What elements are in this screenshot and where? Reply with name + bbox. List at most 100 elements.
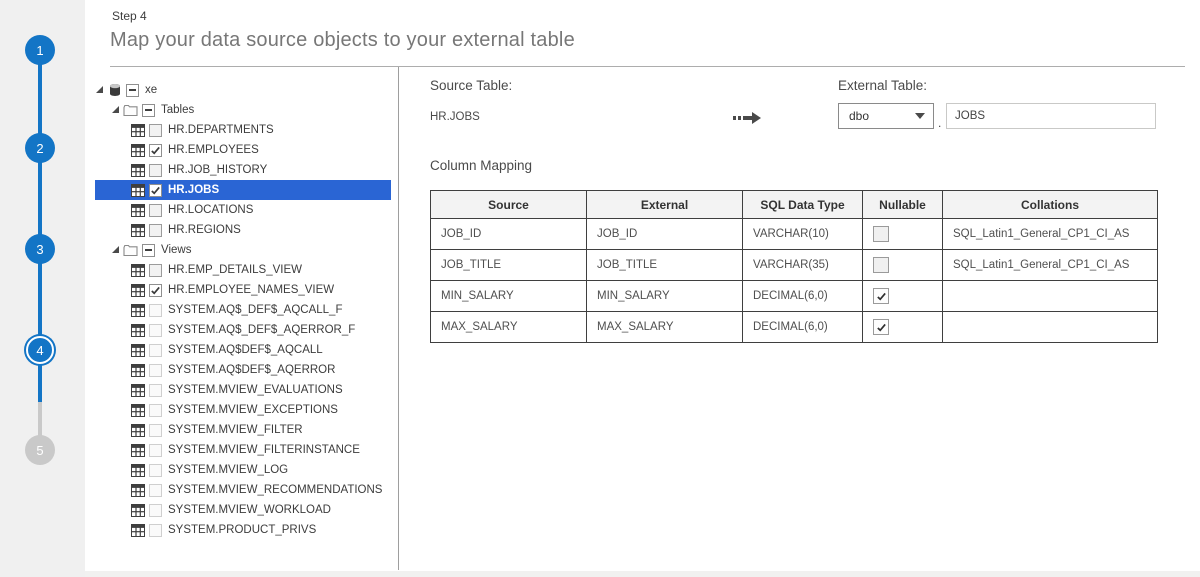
schema-name-separator: . <box>938 116 942 130</box>
source-object-tree: xe Tables HR.DEPARTMENTS HR.EMPLOYEES HR… <box>85 80 398 540</box>
node-icon <box>130 223 145 237</box>
nullable-checkbox[interactable] <box>873 288 889 304</box>
node-icon <box>123 243 138 257</box>
table-icon <box>130 463 145 477</box>
tree-item-label: SYSTEM.MVIEW_EXCEPTIONS <box>168 404 338 416</box>
checkmark-icon <box>151 186 160 195</box>
column-mapping-table: Source External SQL Data Type Nullable C… <box>430 190 1158 343</box>
nullable-checkbox[interactable] <box>873 226 889 242</box>
tree-item-label: HR.JOBS <box>168 184 220 196</box>
cell-nullable <box>862 218 943 250</box>
tree-checkbox[interactable] <box>126 83 139 97</box>
tree-item-hr-job-history[interactable]: HR.JOB_HISTORY <box>95 160 391 180</box>
expand-arrow-icon[interactable] <box>111 246 119 254</box>
node-icon <box>123 103 138 117</box>
stepper-rail: 1 2 3 4 5 <box>0 0 85 577</box>
checkmark-icon <box>151 286 160 295</box>
tree-item-system-aq-def-aqerror[interactable]: SYSTEM.AQ$DEF$_AQERROR <box>95 360 391 380</box>
nullable-checkbox[interactable] <box>873 257 889 273</box>
tree-item-hr-employees[interactable]: HR.EMPLOYEES <box>95 140 391 160</box>
tree-item-hr-locations[interactable]: HR.LOCATIONS <box>95 200 391 220</box>
tree-item-system-mview-exceptions[interactable]: SYSTEM.MVIEW_EXCEPTIONS <box>95 400 391 420</box>
tree-item-system-aq-def-aqcall[interactable]: SYSTEM.AQ$DEF$_AQCALL <box>95 340 391 360</box>
tree-checkbox[interactable] <box>142 243 155 257</box>
tree-item-system-aq-def-aqerror-f[interactable]: SYSTEM.AQ$_DEF$_AQERROR_F <box>95 320 391 340</box>
tree-item-tables[interactable]: Tables <box>95 100 391 120</box>
tree-item-hr-employee-names-view[interactable]: HR.EMPLOYEE_NAMES_VIEW <box>95 280 391 300</box>
tree-item-label: SYSTEM.MVIEW_RECOMMENDATIONS <box>168 484 383 496</box>
step-1-indicator: 1 <box>25 35 55 65</box>
tree-checkbox[interactable] <box>149 143 162 157</box>
tree-checkbox[interactable] <box>142 103 155 117</box>
tree-item-label: SYSTEM.PRODUCT_PRIVS <box>168 524 317 536</box>
tree-checkbox[interactable] <box>149 423 162 437</box>
tree-item-system-mview-log[interactable]: SYSTEM.MVIEW_LOG <box>95 460 391 480</box>
tree-item-system-mview-recommendations[interactable]: SYSTEM.MVIEW_RECOMMENDATIONS <box>95 480 391 500</box>
cell-source: MIN_SALARY <box>430 280 587 312</box>
tree-checkbox[interactable] <box>149 483 162 497</box>
node-icon <box>130 483 145 497</box>
column-mapping-header-row: Source External SQL Data Type Nullable C… <box>430 190 1158 219</box>
tree-checkbox[interactable] <box>149 323 162 337</box>
tree-checkbox[interactable] <box>149 303 162 317</box>
tree-item-hr-departments[interactable]: HR.DEPARTMENTS <box>95 120 391 140</box>
node-icon <box>130 183 145 197</box>
node-icon <box>130 423 145 437</box>
tree-checkbox[interactable] <box>149 363 162 377</box>
bottom-strip <box>85 571 1200 577</box>
node-icon <box>130 323 145 337</box>
tree-checkbox[interactable] <box>149 283 162 297</box>
tree-item-hr-emp-details-view[interactable]: HR.EMP_DETAILS_VIEW <box>95 260 391 280</box>
tree-item-system-mview-filterinstance[interactable]: SYSTEM.MVIEW_FILTERINSTANCE <box>95 440 391 460</box>
node-icon <box>130 463 145 477</box>
tree-item-system-product-privs[interactable]: SYSTEM.PRODUCT_PRIVS <box>95 520 391 540</box>
tree-checkbox[interactable] <box>149 223 162 237</box>
expand-arrow-icon[interactable] <box>111 106 119 114</box>
node-icon <box>130 343 145 357</box>
tree-item-label: xe <box>145 84 158 96</box>
tree-checkbox[interactable] <box>149 343 162 357</box>
tree-item-label: SYSTEM.AQ$DEF$_AQERROR <box>168 364 336 376</box>
tree-item-system-aq-def-aqcall-f[interactable]: SYSTEM.AQ$_DEF$_AQCALL_F <box>95 300 391 320</box>
cell-sql-data-type: DECIMAL(6,0) <box>742 311 863 343</box>
tree-checkbox[interactable] <box>149 263 162 277</box>
tree-checkbox[interactable] <box>149 443 162 457</box>
checkmark-icon <box>876 292 886 301</box>
tree-item-hr-regions[interactable]: HR.REGIONS <box>95 220 391 240</box>
tree-item-system-mview-filter[interactable]: SYSTEM.MVIEW_FILTER <box>95 420 391 440</box>
tree-checkbox[interactable] <box>149 383 162 397</box>
schema-dropdown[interactable]: dbo <box>838 103 934 129</box>
tree-checkbox[interactable] <box>149 503 162 517</box>
node-icon <box>130 523 145 537</box>
checkmark-icon <box>151 146 160 155</box>
cell-nullable <box>862 280 943 312</box>
external-table-name-input[interactable] <box>946 103 1156 129</box>
tree-checkbox[interactable] <box>149 403 162 417</box>
col-header-sql-data-type: SQL Data Type <box>742 190 863 219</box>
tree-checkbox[interactable] <box>149 463 162 477</box>
cell-source: JOB_TITLE <box>430 249 587 281</box>
tree-checkbox[interactable] <box>149 163 162 177</box>
tree-item-system-mview-workload[interactable]: SYSTEM.MVIEW_WORKLOAD <box>95 500 391 520</box>
header-divider <box>110 66 1185 67</box>
tree-checkbox[interactable] <box>149 123 162 137</box>
cell-source: JOB_ID <box>430 218 587 250</box>
tree-checkbox[interactable] <box>149 203 162 217</box>
node-icon <box>130 503 145 517</box>
expand-arrow-icon[interactable] <box>95 86 103 94</box>
table-icon <box>130 123 145 137</box>
tree-item-xe[interactable]: xe <box>95 80 391 100</box>
chevron-down-icon <box>915 113 925 119</box>
tree-checkbox[interactable] <box>149 523 162 537</box>
tree-item-system-mview-evaluations[interactable]: SYSTEM.MVIEW_EVALUATIONS <box>95 380 391 400</box>
tree-item-views[interactable]: Views <box>95 240 391 260</box>
column-mapping-row: MIN_SALARY MIN_SALARY DECIMAL(6,0) <box>430 280 1158 312</box>
table-icon <box>130 263 145 277</box>
cell-sql-data-type: DECIMAL(6,0) <box>742 280 863 312</box>
cell-sql-data-type: VARCHAR(10) <box>742 218 863 250</box>
tree-checkbox[interactable] <box>149 183 162 197</box>
table-icon <box>130 363 145 377</box>
nullable-checkbox[interactable] <box>873 319 889 335</box>
tree-item-hr-jobs[interactable]: HR.JOBS <box>95 180 391 200</box>
page-title: Map your data source objects to your ext… <box>110 29 575 51</box>
